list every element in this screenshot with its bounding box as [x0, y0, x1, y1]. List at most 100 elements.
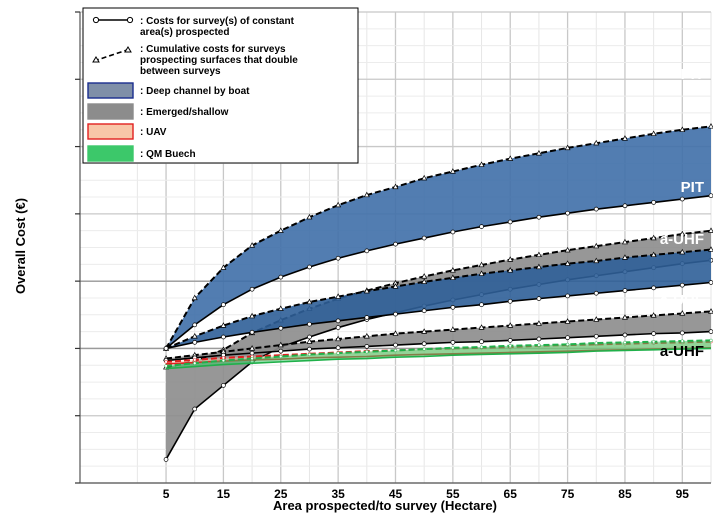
legend-entry-text: : QM Buech [140, 149, 196, 160]
constant-point [479, 302, 484, 308]
cumulative-cost-line-2 [165, 248, 712, 350]
constant-point [249, 329, 255, 335]
x-tick-label: 75 [561, 487, 575, 501]
cumulative-point [191, 294, 198, 301]
small-point [250, 356, 254, 361]
x-tick-label: 85 [618, 487, 632, 501]
constant-point [565, 210, 570, 216]
constant-point [651, 200, 656, 205]
cumulative-point [564, 260, 571, 266]
cumulative-point [306, 213, 313, 220]
constant-point [393, 342, 398, 348]
cumulative-point [277, 227, 284, 233]
small-point [307, 352, 312, 357]
constant-point [622, 203, 628, 209]
cumulative-point [220, 322, 227, 328]
cumulative-point [220, 264, 227, 270]
cumulative-point [392, 330, 399, 336]
band-label: PIT [681, 179, 704, 196]
cumulative-point [564, 246, 571, 253]
legend-symbol-circle [92, 16, 100, 24]
cumulative-point [249, 242, 256, 248]
constant-point [249, 350, 255, 356]
constant-point [221, 334, 226, 340]
legend-entry-text: : Deep channel by boat [140, 86, 250, 97]
constant-point [679, 196, 685, 202]
constant-point [622, 288, 628, 293]
constant-point [421, 235, 427, 241]
legend-symbol-dash [93, 48, 131, 62]
small-point [193, 361, 197, 365]
band-area-0 [166, 126, 711, 349]
cumulative-cost-line-0 [165, 125, 712, 349]
small-point [164, 364, 168, 368]
cumulative-point [621, 314, 628, 320]
cumulative-point [650, 234, 657, 241]
constant-point [651, 285, 656, 291]
constant-point [335, 255, 341, 261]
cumulative-point [535, 251, 542, 258]
constant-point [307, 264, 312, 270]
small-point [221, 356, 226, 360]
constant-point [221, 302, 226, 308]
small-point [623, 340, 627, 345]
data-bands [163, 123, 713, 462]
constant-point [450, 340, 456, 345]
legend-entry-text: : Costs for survey(s) of constant area(s)… [140, 16, 295, 38]
cumulative-point [392, 183, 399, 190]
constant-point [507, 219, 513, 225]
constant-point [393, 241, 398, 247]
constant-point [708, 329, 713, 334]
band-label: a-UHF [660, 292, 704, 309]
legend-swatch [87, 123, 134, 140]
cumulative-point [449, 267, 456, 273]
constant-point [622, 332, 628, 338]
constant-point [364, 248, 370, 254]
constant-point [335, 345, 341, 351]
cumulative-point [564, 318, 571, 324]
cumulative-point [277, 305, 284, 311]
constant-point [335, 325, 341, 330]
cumulative-point [564, 144, 571, 151]
constant-point [536, 214, 542, 220]
small-point [336, 351, 340, 355]
cumulative-point [708, 308, 713, 314]
cumulative-point [478, 270, 485, 276]
small-point [508, 344, 512, 348]
constant-cost-line-2 [165, 281, 712, 350]
cumulative-point [593, 316, 600, 322]
legend-swatch [87, 145, 134, 162]
cumulative-point [708, 246, 713, 252]
cumulative-point [593, 257, 600, 264]
cumulative-cost-line-1 [165, 229, 712, 369]
x-axis-title: Area prospected/to survey (Hectare) [273, 498, 497, 513]
constant-point [278, 348, 284, 354]
cumulative-point [335, 335, 342, 342]
constant-point [307, 321, 312, 327]
legend-entry-text: : Emerged/shallow [140, 107, 229, 118]
constant-point [364, 315, 370, 320]
cumulative-point [679, 248, 686, 255]
constant-point [278, 274, 284, 280]
cumulative-point [478, 161, 485, 167]
cumulative-point [708, 227, 713, 233]
cumulative-point [306, 338, 313, 344]
small-point [680, 339, 684, 343]
band-area-3 [166, 311, 711, 361]
band-label: PIT [681, 66, 704, 83]
small-point [164, 360, 168, 364]
legend-symbol-triangle [92, 56, 100, 63]
constant-point [163, 457, 169, 462]
cumulative-point [335, 293, 342, 299]
small-point [193, 358, 197, 362]
cumulative-point [363, 287, 370, 294]
cumulative-point [306, 298, 313, 305]
x-tick-label: 55 [446, 487, 460, 501]
constant-point [708, 280, 713, 285]
constant-point [593, 333, 599, 339]
small-point [594, 341, 598, 345]
constant-point [507, 338, 513, 343]
small-point [393, 348, 398, 353]
constant-point [679, 330, 685, 336]
small-point [709, 338, 713, 343]
